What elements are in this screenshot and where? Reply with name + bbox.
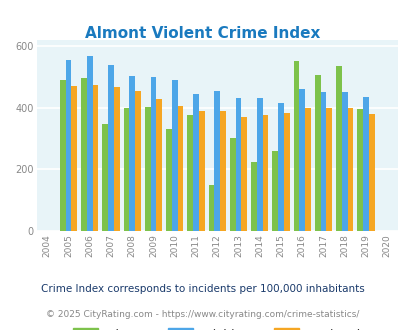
Bar xyxy=(262,115,268,231)
Bar xyxy=(65,60,71,231)
Bar xyxy=(81,78,87,231)
Bar xyxy=(256,98,262,231)
Bar xyxy=(60,80,65,231)
Bar xyxy=(214,90,220,231)
Bar xyxy=(108,65,113,231)
Bar xyxy=(347,108,352,231)
Bar xyxy=(251,162,256,231)
Bar xyxy=(171,80,177,231)
Bar xyxy=(208,185,214,231)
Text: Almont Violent Crime Index: Almont Violent Crime Index xyxy=(85,26,320,41)
Bar xyxy=(320,92,326,231)
Bar xyxy=(150,77,156,231)
Bar xyxy=(335,66,341,231)
Bar xyxy=(298,89,304,231)
Bar xyxy=(362,97,368,231)
Bar xyxy=(177,106,183,231)
Bar xyxy=(92,85,98,231)
Bar xyxy=(113,87,119,231)
Bar xyxy=(272,151,277,231)
Text: Crime Index corresponds to incidents per 100,000 inhabitants: Crime Index corresponds to incidents per… xyxy=(41,284,364,294)
Bar xyxy=(326,108,331,231)
Bar xyxy=(314,75,320,231)
Bar xyxy=(241,117,247,231)
Bar xyxy=(220,111,225,231)
Bar xyxy=(198,111,204,231)
Text: © 2025 CityRating.com - https://www.cityrating.com/crime-statistics/: © 2025 CityRating.com - https://www.city… xyxy=(46,311,359,319)
Bar xyxy=(102,123,108,231)
Bar xyxy=(304,109,310,231)
Bar xyxy=(293,61,298,231)
Bar xyxy=(283,113,289,231)
Bar xyxy=(368,114,374,231)
Bar xyxy=(129,76,135,231)
Bar xyxy=(193,94,198,231)
Bar xyxy=(277,103,283,231)
Bar xyxy=(187,115,193,231)
Bar xyxy=(235,98,241,231)
Bar xyxy=(71,86,77,231)
Bar xyxy=(341,92,347,231)
Bar xyxy=(166,128,171,231)
Bar xyxy=(135,90,141,231)
Bar xyxy=(156,99,162,231)
Bar xyxy=(229,138,235,231)
Bar xyxy=(145,107,150,231)
Bar xyxy=(87,56,92,231)
Bar xyxy=(356,109,362,231)
Legend: Almont, Michigan, National: Almont, Michigan, National xyxy=(68,323,365,330)
Bar xyxy=(123,109,129,231)
